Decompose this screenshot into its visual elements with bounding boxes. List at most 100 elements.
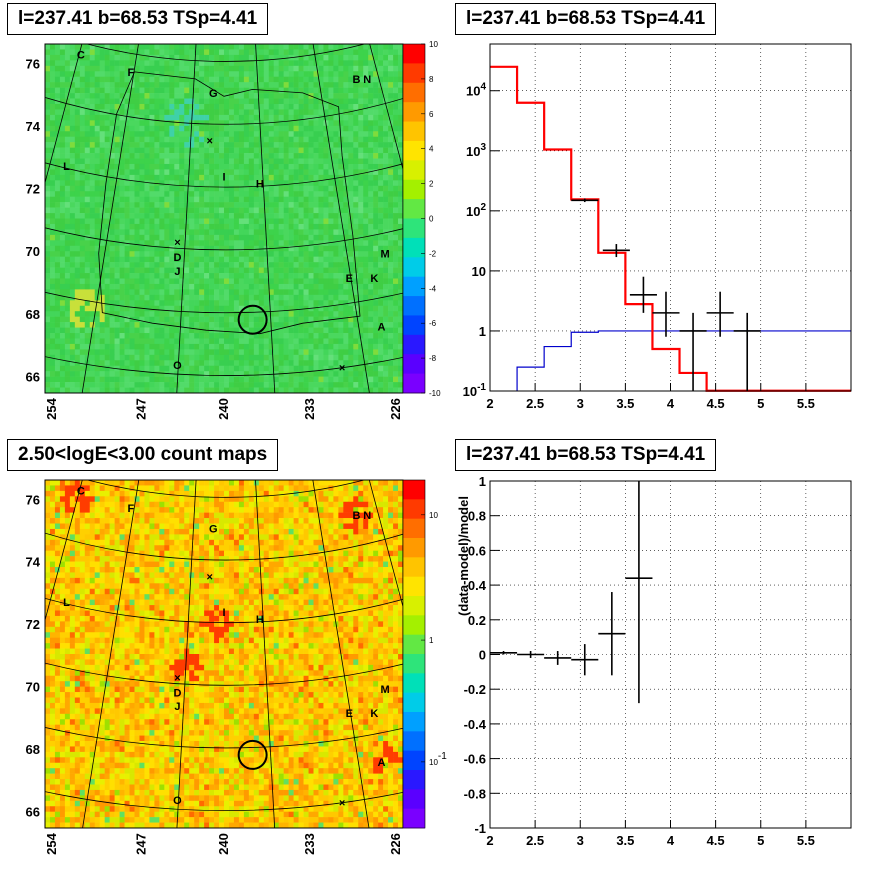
y-tick-label: 0.8 — [468, 509, 486, 524]
source-label-k: K — [370, 708, 378, 720]
colorbar-cell — [403, 480, 425, 500]
source-label-o: O — [173, 360, 182, 372]
y-tick-label: 68 — [26, 307, 40, 322]
x-tick-label: 240 — [216, 833, 231, 855]
target-circle — [237, 739, 268, 770]
x-tick-label: 3 — [577, 833, 584, 848]
colorbar-cell — [403, 315, 425, 336]
source-label-h: H — [256, 179, 264, 191]
x-tick-label: 4.5 — [707, 833, 725, 848]
source-label-e: E — [346, 708, 353, 720]
y-tick-label: -0.2 — [464, 682, 486, 697]
x-tick-label: 5 — [757, 833, 764, 848]
colorbar-tick-label: -4 — [429, 284, 437, 293]
y-tick-label: 72 — [26, 182, 40, 197]
y-tick-label: 74 — [26, 119, 41, 134]
x-tick-label: 226 — [388, 398, 403, 420]
source-label-k: K — [370, 273, 378, 285]
x-tick-label: 2.5 — [526, 396, 544, 411]
colorbar-cell — [403, 160, 425, 181]
source-label-m: M — [381, 248, 390, 260]
source-label-e: E — [346, 273, 353, 285]
colorbar-cell — [403, 179, 425, 200]
source-label-g: G — [209, 524, 218, 536]
source-marker: × — [174, 237, 180, 249]
x-tick-label: 254 — [44, 397, 59, 419]
source-label-l: L — [63, 161, 70, 173]
source-label-i: I — [222, 607, 225, 619]
source-label-d: D — [173, 252, 181, 264]
colorbar-cell — [403, 63, 425, 84]
source-label-d: D — [173, 687, 181, 699]
exposure-contour — [98, 71, 361, 335]
lat-line — [86, 480, 365, 498]
colorbar-cell — [403, 373, 425, 394]
colorbar-cell — [403, 712, 425, 732]
x-tick-label: 247 — [134, 833, 149, 855]
lon-line — [176, 44, 197, 393]
lon-line — [255, 480, 276, 828]
x-tick-label: 4 — [667, 833, 675, 848]
y-tick-label: 102 — [466, 202, 486, 219]
lon-line — [369, 44, 403, 171]
colorbar-cell — [403, 750, 425, 771]
y-tick-label: -0.8 — [464, 786, 486, 801]
map-panel-0 — [44, 43, 426, 394]
colorbar-cell — [403, 218, 425, 239]
source-label-i: I — [222, 172, 225, 184]
lat-line — [45, 662, 403, 686]
lat-line — [86, 44, 366, 62]
y-tick-label: 0 — [479, 648, 486, 663]
source-label-n: N — [363, 510, 371, 522]
colorbar-tick-label: -2 — [429, 249, 437, 258]
x-tick-label: 3.5 — [616, 833, 634, 848]
model-line — [490, 65, 851, 392]
source-label-a: A — [378, 757, 386, 769]
target-circle — [237, 304, 268, 335]
lat-line — [45, 162, 403, 188]
source-label-a: A — [378, 322, 386, 334]
y-tick-label: 66 — [26, 369, 40, 384]
x-tick-label: 4 — [667, 396, 675, 411]
colorbar-tick-label: 1 — [429, 636, 434, 645]
y-tick-label: 0.6 — [468, 543, 486, 558]
lat-line — [45, 597, 403, 623]
x-tick-label: 233 — [302, 833, 317, 855]
lat-line — [45, 356, 403, 376]
y-tick-label: 70 — [26, 244, 40, 259]
colorbar-cell — [403, 121, 425, 142]
colorbar-cell — [403, 615, 425, 636]
x-tick-label: 5.5 — [797, 396, 815, 411]
spectrum-panel — [489, 43, 852, 392]
source-label-m: M — [381, 684, 390, 696]
x-tick-label: 5.5 — [797, 833, 815, 848]
y-tick-label: 76 — [26, 56, 40, 71]
colorbar-tick-label: 0 — [429, 215, 434, 224]
source-label-g: G — [209, 88, 218, 100]
colorbar-cell — [403, 770, 425, 790]
colorbar-cell — [403, 692, 425, 713]
colorbar-tick-label: 6 — [429, 110, 434, 119]
y-tick-label: 70 — [26, 680, 40, 695]
lon-line — [45, 480, 83, 622]
y-tick-label: 10-1 — [463, 382, 487, 399]
source-label-j: J — [174, 266, 180, 278]
source-marker: × — [339, 363, 345, 375]
source-marker: × — [206, 136, 212, 148]
colorbar-tick-label: -6 — [429, 319, 437, 328]
y-tick-label: -0.4 — [464, 717, 487, 732]
colorbar-cell — [403, 44, 425, 64]
lon-line — [312, 480, 370, 828]
colorbar-cell — [403, 499, 425, 520]
lat-line — [45, 532, 403, 561]
source-label-c: C — [77, 49, 85, 61]
colorbar-cell — [403, 808, 425, 829]
x-tick-label: 2 — [486, 833, 493, 848]
source-label-j: J — [174, 701, 180, 713]
lon-line — [312, 44, 370, 393]
source-label-f: F — [128, 503, 135, 515]
colorbar-cell — [403, 596, 425, 616]
source-label-b: B — [352, 74, 360, 86]
colorbar-cell — [403, 557, 425, 578]
